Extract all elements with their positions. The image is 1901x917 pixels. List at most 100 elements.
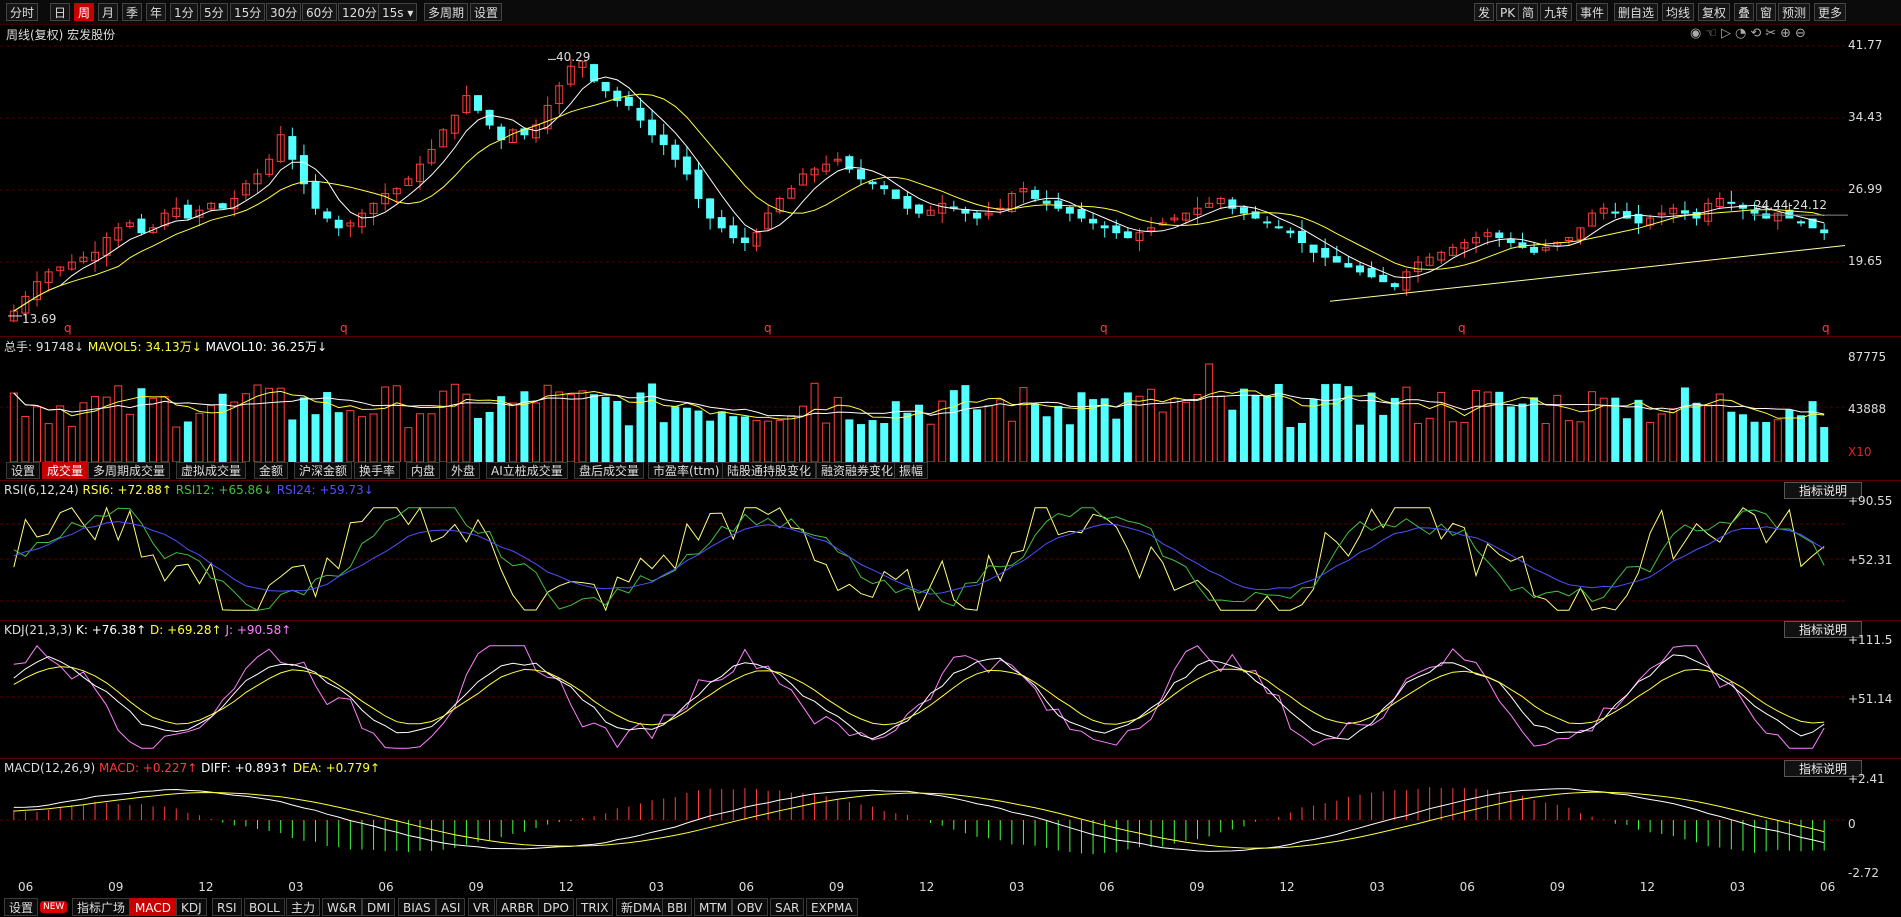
period-button-2[interactable]: 周 [74, 3, 95, 21]
period-button-0[interactable]: 分时 [6, 3, 39, 21]
candle-body [1495, 232, 1504, 239]
indicator-tab-20[interactable]: SAR [770, 898, 805, 916]
tool-button-2[interactable]: 简 [1518, 3, 1539, 21]
candle-body [1239, 207, 1248, 214]
volume-tab-5[interactable]: 沪深金额 [294, 462, 353, 479]
volume-tab-10[interactable]: 盘后成交量 [574, 462, 645, 479]
candle-body [624, 96, 633, 106]
volume-bar [891, 401, 900, 462]
volume-tab-9[interactable]: AI立桩成交量 [486, 462, 568, 479]
indicator-tab-4[interactable]: KDJ [176, 898, 207, 916]
candle-body [253, 173, 262, 185]
period-button-11[interactable]: 120分 [338, 3, 381, 21]
volume-bar [369, 413, 378, 462]
indicator-tab-12[interactable]: VR [468, 898, 495, 916]
tool-button-10[interactable]: 预测 [1778, 3, 1811, 21]
period-button-9[interactable]: 30分 [266, 3, 302, 21]
volume-tab-4[interactable]: 金额 [254, 462, 289, 479]
tool-button-0[interactable]: 发 [1474, 3, 1495, 21]
period-button-3[interactable]: 月 [98, 3, 119, 21]
candle-body [1808, 218, 1817, 229]
indicator-tab-7[interactable]: 主力 [286, 898, 321, 916]
indicator-tab-9[interactable]: DMI [362, 898, 396, 916]
candle-body [833, 158, 842, 162]
indicator-tab-15[interactable]: TRIX [576, 898, 614, 916]
period-button-5[interactable]: 年 [146, 3, 167, 21]
volume-tab-11[interactable]: 市盈率(ttm) [648, 462, 725, 479]
volume-tab-8[interactable]: 外盘 [446, 462, 481, 479]
indicator-tab-11[interactable]: ASI [436, 898, 466, 916]
candle-body [160, 212, 169, 227]
period-button-14[interactable]: 设置 [470, 3, 503, 21]
kdj-help-button[interactable]: 指标说明 [1784, 621, 1862, 638]
panel-tool-icons[interactable]: ◉☜▷◔⟲✂⊕⊖ [1690, 26, 1810, 41]
indicator-tab-19[interactable]: OBV [732, 898, 768, 916]
kdj-j-line [13, 644, 1825, 749]
tool-button-11[interactable]: 更多 [1814, 3, 1847, 21]
price-y-tick-4: 19.65 [1848, 254, 1883, 268]
indicator-tab-0[interactable]: 设置 [4, 898, 39, 916]
tool-button-8[interactable]: 叠 [1734, 3, 1755, 21]
volume-bar [1112, 418, 1121, 462]
indicator-tab-10[interactable]: BIAS [398, 898, 436, 916]
candle-body [1506, 239, 1515, 244]
volume-tab-13[interactable]: 融资融券变化 [816, 462, 899, 479]
period-button-12[interactable]: 15s ▾ [378, 3, 418, 21]
volume-bar [903, 412, 912, 462]
volume-bar [1402, 386, 1411, 462]
indicator-tab-16[interactable]: 新DMA [616, 898, 666, 916]
indicator-tab-5[interactable]: RSI [212, 898, 242, 916]
x-tick-0: 06 [18, 880, 34, 894]
indicator-tab-21[interactable]: EXPMA [806, 898, 858, 916]
indicator-tab-13[interactable]: ARBR [496, 898, 540, 916]
tool-button-6[interactable]: 均线 [1662, 3, 1695, 21]
candle-body [1251, 211, 1260, 219]
candle-body [1170, 217, 1179, 221]
rsi6: RSI6: +72.88↑ [82, 483, 172, 497]
volume-bar [1019, 387, 1028, 462]
indicator-tab-2[interactable]: 指标广场 [72, 898, 131, 916]
indicator-tab-8[interactable]: W&R [322, 898, 362, 916]
period-button-8[interactable]: 15分 [230, 3, 266, 21]
period-button-4[interactable]: 季 [122, 3, 143, 21]
indicator-tab-18[interactable]: MTM [694, 898, 733, 916]
indicator-tab-14[interactable]: DPO [538, 898, 574, 916]
period-button-13[interactable]: 多周期 [424, 3, 469, 21]
volume-bar [1727, 411, 1736, 462]
volume-tab-0[interactable]: 设置 [6, 462, 41, 479]
volume-tab-1[interactable]: 成交量 [42, 462, 89, 479]
period-button-1[interactable]: 日 [50, 3, 71, 21]
tool-button-9[interactable]: 窗 [1756, 3, 1777, 21]
volume-tab-6[interactable]: 换手率 [354, 462, 401, 479]
tool-button-5[interactable]: 删自选 [1614, 3, 1659, 21]
volume-bar [1170, 398, 1179, 462]
indicator-tab-6[interactable]: BOLL [244, 898, 285, 916]
rsi-help-button[interactable]: 指标说明 [1784, 482, 1862, 499]
tool-button-1[interactable]: PK [1496, 3, 1520, 21]
indicator-tab-17[interactable]: BBI [662, 898, 693, 916]
volume-bar [241, 393, 250, 462]
volume-tab-7[interactable]: 内盘 [406, 462, 441, 479]
macd-help-button[interactable]: 指标说明 [1784, 760, 1862, 777]
period-button-7[interactable]: 5分 [200, 3, 228, 21]
period-button-6[interactable]: 1分 [170, 3, 198, 21]
candle-body [752, 232, 761, 247]
tool-button-3[interactable]: 九转 [1540, 3, 1573, 21]
q-marker: q [64, 321, 72, 335]
candle-body [578, 60, 587, 68]
tool-button-7[interactable]: 复权 [1698, 3, 1731, 21]
volume-bar [984, 405, 993, 462]
candle-body [1112, 225, 1121, 234]
volume-bar [1147, 388, 1156, 462]
volume-tab-2[interactable]: 多周期成交量 [88, 462, 171, 479]
rsi24-line [13, 521, 1825, 595]
volume-bar [1657, 413, 1666, 462]
volume-tab-14[interactable]: 振幅 [894, 462, 929, 479]
volume-tab-3[interactable]: 虚拟成交量 [176, 462, 247, 479]
period-button-10[interactable]: 60分 [302, 3, 338, 21]
volume-tab-12[interactable]: 陆股通持股变化 [722, 462, 817, 479]
tool-button-4[interactable]: 事件 [1576, 3, 1609, 21]
indicator-tab-3[interactable]: MACD [130, 898, 176, 916]
volume-bar [973, 409, 982, 462]
